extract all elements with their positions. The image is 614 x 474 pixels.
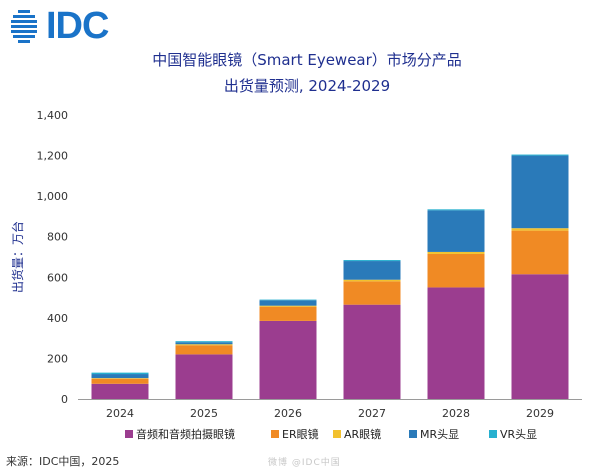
- globe-icon: [11, 10, 37, 43]
- bar-segment: [427, 253, 485, 288]
- bar-segment: [511, 274, 569, 399]
- legend-label: ER眼镜: [282, 427, 319, 441]
- x-tick-label: 2027: [358, 407, 386, 420]
- bar-segment: [511, 155, 569, 229]
- bar-segment: [175, 345, 233, 355]
- bar-segment: [91, 378, 149, 384]
- bar-segment: [91, 383, 149, 399]
- bar-segment: [259, 300, 317, 306]
- bar-segment: [343, 260, 401, 262]
- x-tick-label: 2028: [442, 407, 470, 420]
- x-tick-label: 2024: [106, 407, 134, 420]
- bar-segment: [511, 154, 569, 156]
- bar-segment: [427, 210, 485, 252]
- bar-segment: [175, 354, 233, 399]
- bar-segment: [427, 209, 485, 211]
- legend-swatch: [271, 430, 279, 438]
- y-tick-label: 600: [47, 271, 68, 284]
- logo-text: IDC: [46, 5, 109, 47]
- chart-subtitle: 出货量预测, 2024-2029: [223, 77, 391, 95]
- legend-label: VR头显: [500, 428, 537, 441]
- bar-segment: [511, 228, 569, 231]
- bar-segment: [175, 342, 233, 345]
- bar-segment: [427, 287, 485, 399]
- x-tick-label: 2029: [526, 407, 554, 420]
- bar-segment: [427, 251, 485, 254]
- legend-swatch: [333, 430, 341, 438]
- bar-segment: [511, 230, 569, 275]
- source-note: 来源：IDC中国，2025: [6, 455, 120, 468]
- legend-swatch: [409, 430, 417, 438]
- bar-segment: [343, 281, 401, 305]
- bar-segment: [91, 374, 149, 379]
- y-axis-label: 出货量：万台: [10, 221, 25, 293]
- bar-segment: [259, 305, 317, 307]
- legend-swatch: [489, 430, 497, 438]
- bar-segment: [259, 306, 317, 321]
- chart-title: 中国智能眼镜（Smart Eyewear）市场分产品: [152, 51, 462, 69]
- legend-label: 音频和音频拍摄眼镜: [136, 427, 235, 441]
- bar-segment: [343, 261, 401, 280]
- y-tick-label: 1,000: [37, 190, 69, 203]
- bar-segment: [259, 320, 317, 399]
- bar-segment: [175, 344, 233, 346]
- y-tick-label: 0: [61, 393, 68, 406]
- bar-segment: [91, 372, 149, 375]
- y-tick-label: 1,200: [37, 150, 69, 163]
- bar-segment: [91, 378, 149, 379]
- bar-segment: [343, 304, 401, 399]
- bar-segment: [343, 279, 401, 282]
- watermark: 微博 @IDC中国: [268, 458, 341, 467]
- legend-label: MR头显: [420, 428, 459, 441]
- bar-segment: [259, 299, 317, 301]
- x-tick-label: 2026: [274, 407, 302, 420]
- y-tick-label: 200: [47, 352, 68, 365]
- legend-swatch: [125, 430, 133, 438]
- y-tick-label: 400: [47, 312, 68, 325]
- idc-logo: IDC: [6, 6, 116, 46]
- legend-label: AR眼镜: [344, 427, 381, 441]
- x-tick-label: 2025: [190, 407, 218, 420]
- y-tick-label: 1,400: [37, 109, 69, 122]
- bar-segment: [175, 341, 233, 343]
- y-tick-label: 800: [47, 231, 68, 244]
